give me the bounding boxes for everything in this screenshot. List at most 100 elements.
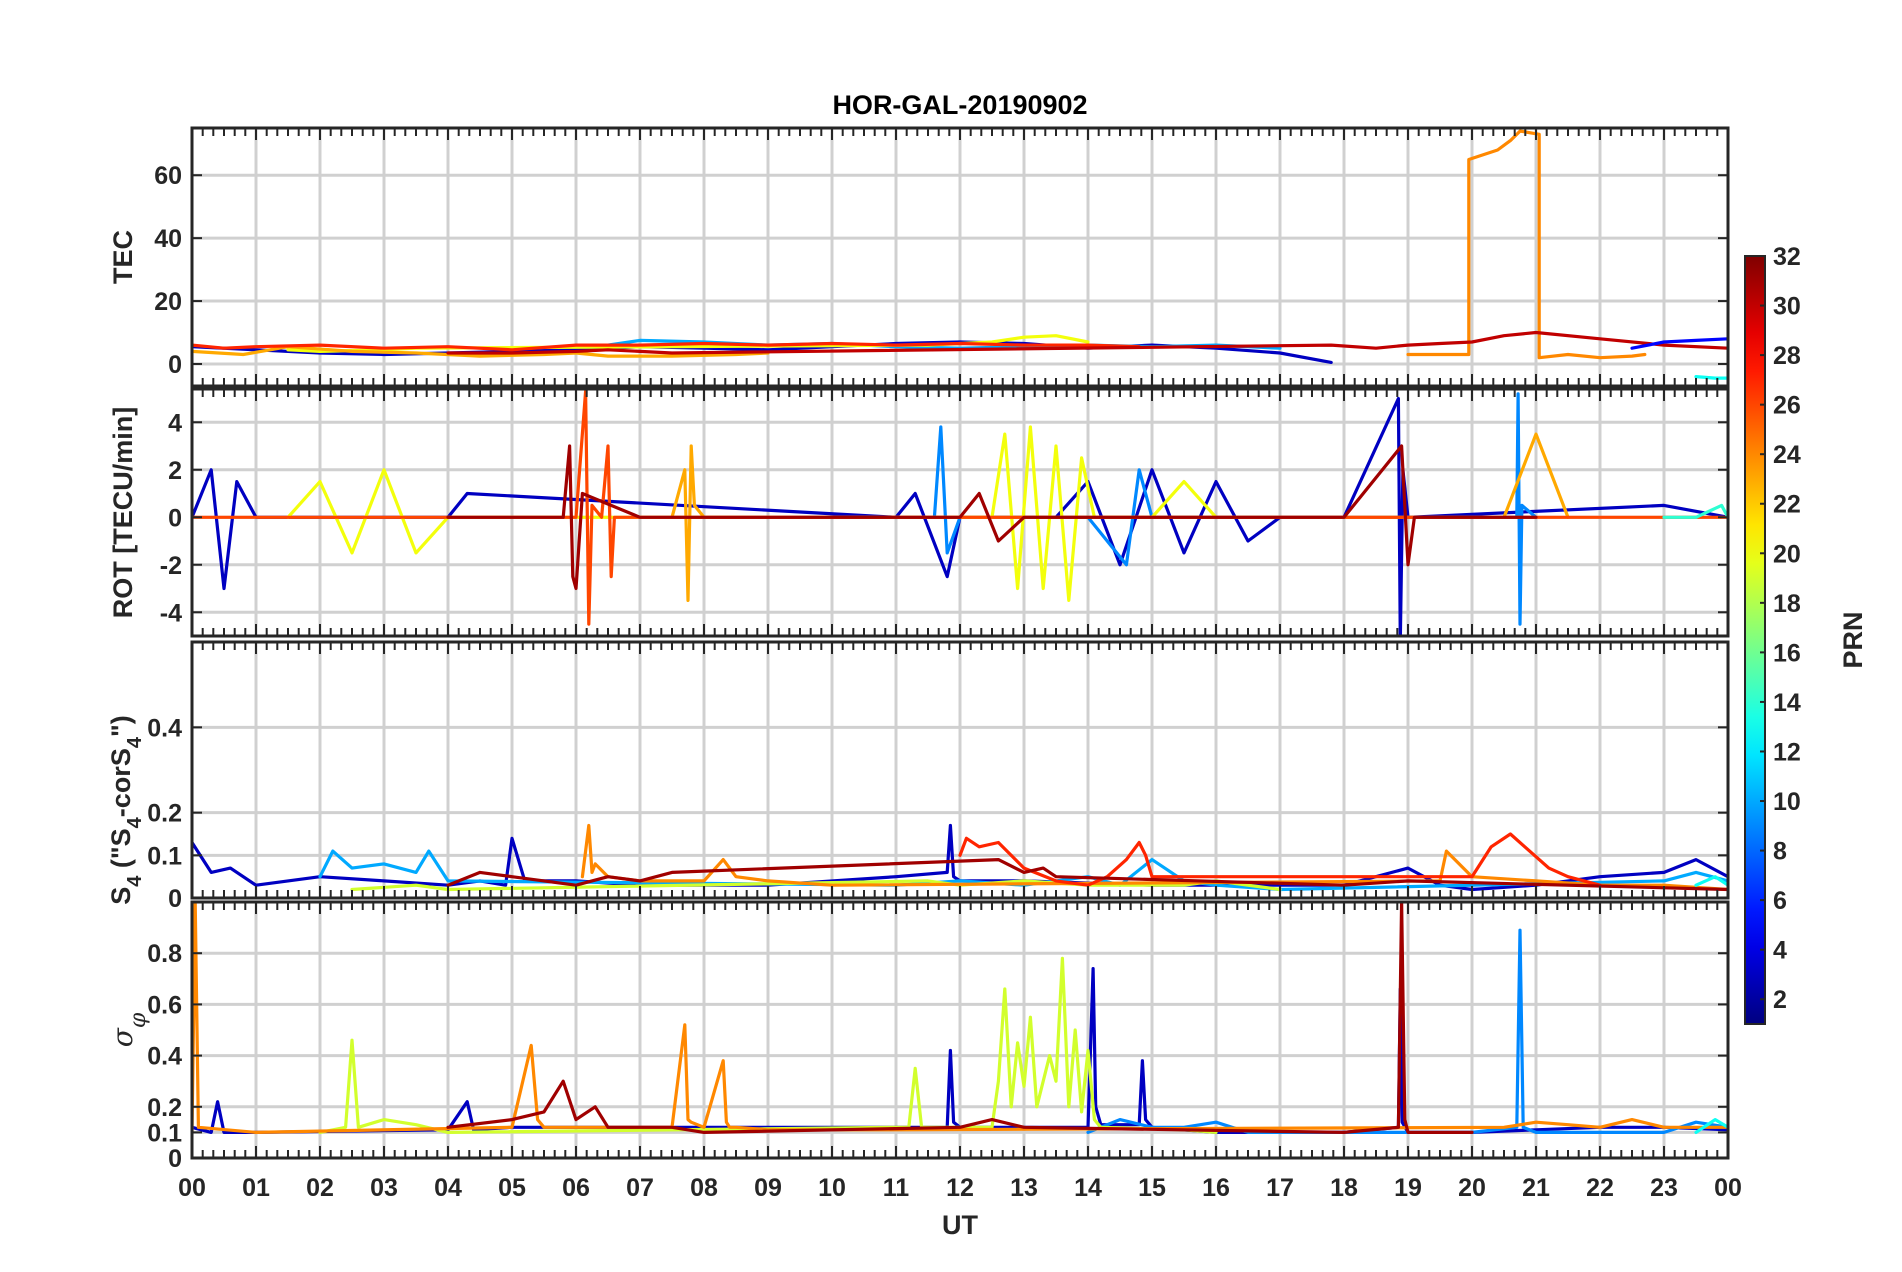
y-tick-label: 0: [168, 885, 182, 913]
x-tick-marks-rot: [191, 389, 1729, 636]
series-prn-5: [1630, 337, 1728, 350]
colorbar-tick-label: 10: [1773, 788, 1801, 816]
x-tick-label: 01: [242, 1174, 270, 1202]
x-tick-label: 13: [1010, 1174, 1038, 1202]
series-prn-31: [446, 858, 1728, 892]
colorbar-tick-label: 32: [1773, 243, 1801, 271]
series-prn-3: [192, 823, 1728, 892]
grid-sigma: [190, 902, 1730, 1160]
x-tick-label: 10: [818, 1174, 846, 1202]
y-tick-label: 0.1: [147, 1119, 182, 1147]
series-prn-20: [286, 425, 1218, 602]
y-tick-label: 0.1: [147, 842, 182, 870]
x-tick-label: 00: [178, 1174, 206, 1202]
x-tick-label: 19: [1394, 1174, 1422, 1202]
series-prn-9: [894, 392, 1538, 626]
series-prn-31: [446, 902, 1474, 1134]
series-prn-14: [1662, 503, 1728, 519]
x-tick-label: 16: [1202, 1174, 1230, 1202]
panel-s4: 0 0.1 0.2 0.4S4 ("S4-corS4"): [106, 640, 1730, 913]
panel-sigma: 00.10.2 0.4 0.6 0.8 σφ: [106, 900, 1730, 1173]
colorbar-tick-label: 8: [1773, 838, 1787, 866]
series-prn-23: [192, 345, 770, 358]
y-tick-label: 2: [168, 457, 182, 485]
x-tick-label: 08: [690, 1174, 718, 1202]
y-axis-label-rot: ROT [TECU/min]: [108, 407, 138, 618]
colorbar-tick-label: 14: [1773, 689, 1801, 717]
x-tick-label: 03: [370, 1174, 398, 1202]
series-prn-13: [1694, 875, 1728, 887]
panel-rot: -4 -2 0 2 4 ROT [TECU/min]: [108, 387, 1730, 638]
y-tick-label: 60: [154, 162, 182, 190]
y-tick-label: 20: [154, 288, 182, 316]
chart-title: HOR-GAL-20190902: [832, 90, 1087, 120]
colorbar-tick-label: 30: [1773, 293, 1801, 321]
x-tick-label: 12: [946, 1174, 974, 1202]
series-group-tec: [192, 129, 1728, 380]
y-tick-label: 0: [168, 504, 182, 532]
y-tick-label: 0.6: [147, 991, 182, 1019]
x-tick-label: 05: [498, 1174, 526, 1202]
series-prn-13: [1694, 375, 1728, 380]
y-tick-label: 0.2: [147, 800, 182, 828]
y-tick-label: 0.4: [147, 1043, 182, 1071]
y-tick-label: 4: [168, 409, 182, 437]
series-prn-19: [318, 956, 1218, 1134]
y-tick-label: 0.8: [147, 940, 182, 968]
series-prn-24: [580, 823, 1728, 892]
colorbar-tick-label: 22: [1773, 491, 1801, 519]
colorbar-tick-label: 24: [1773, 441, 1801, 469]
x-tick-label: 14: [1074, 1174, 1102, 1202]
colorbar-tick-label: 28: [1773, 342, 1801, 370]
x-tick-label: 00: [1714, 1174, 1742, 1202]
x-tick-label: 15: [1138, 1174, 1166, 1202]
x-tick-label: 17: [1266, 1174, 1294, 1202]
x-tick-label: 04: [434, 1174, 462, 1202]
series-prn-31: [446, 444, 1538, 591]
y-tick-label: 0.4: [147, 714, 182, 742]
x-tick-label: 20: [1458, 1174, 1486, 1202]
colorbar-tick-label: 2: [1773, 986, 1787, 1014]
x-tick-label: 18: [1330, 1174, 1358, 1202]
colorbar-tick-label: 6: [1773, 887, 1787, 915]
x-tick-label: 21: [1522, 1174, 1550, 1202]
x-tick-label: 11: [883, 1174, 910, 1202]
series-prn-27: [958, 832, 1602, 887]
series-prn-27: [192, 341, 1141, 352]
series-prn-23: [670, 432, 1570, 602]
x-tick-label: 07: [626, 1174, 654, 1202]
series-prn-13: [1694, 1118, 1728, 1134]
y-tick-label: -4: [160, 599, 182, 627]
panel-tec: 0 20 40 60 TEC: [108, 126, 1730, 388]
x-tick-marks-s4: [191, 642, 1729, 898]
y-axis-label-tec: TEC: [108, 230, 138, 284]
colorbar-tick-label: 18: [1773, 590, 1801, 618]
y-tick-label: 40: [154, 225, 182, 253]
series-prn-30: [446, 330, 1728, 355]
x-tick-label: 22: [1586, 1174, 1614, 1202]
x-axis-label: UT: [942, 1210, 978, 1240]
colorbar-label: PRN: [1838, 611, 1868, 668]
series-group-sigma: [192, 902, 1728, 1134]
colorbar-tick-label: 26: [1773, 392, 1801, 420]
x-tick-label: 23: [1650, 1174, 1678, 1202]
colorbar-tick-label: 4: [1773, 937, 1787, 965]
colorbar-gradient: [1745, 256, 1765, 1024]
x-tick-label: 09: [754, 1174, 782, 1202]
x-tick-labels: 00 01 02 03 04 05 06 07 08 09 10 11 12 13 14 15 16 17 18 19…: [178, 1174, 1742, 1202]
series-group-rot: [192, 389, 1728, 636]
colorbar-tick-label: 12: [1773, 738, 1801, 766]
colorbar-tick-label: 20: [1773, 540, 1801, 568]
x-tick-marks-sigma: [191, 902, 1729, 1158]
series-prn-3: [192, 967, 1728, 1134]
colorbar-tick-label: 16: [1773, 639, 1801, 667]
colorbar-frame: [1744, 255, 1766, 1025]
y-tick-label: 0: [168, 351, 182, 379]
series-prn-24: [1406, 129, 1647, 360]
y-tick-label: -2: [160, 552, 182, 580]
y-tick-label: 0.2: [147, 1094, 182, 1122]
x-tick-marks-tec: [191, 128, 1729, 386]
series-prn-24: [192, 902, 1728, 1134]
